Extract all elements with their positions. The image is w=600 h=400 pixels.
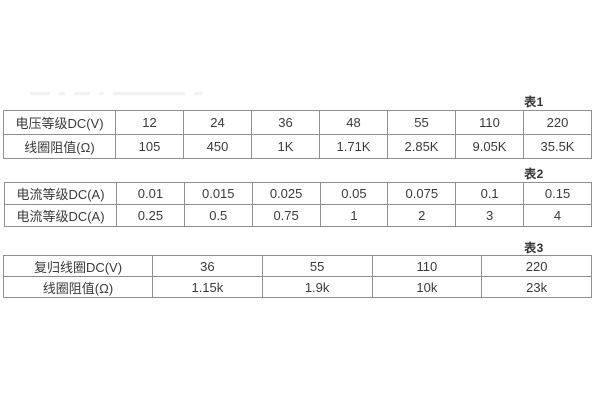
value-cell: 10k [371,276,483,298]
table-row: 复归线圈DC(V) 36 55 110 220 [3,255,592,277]
table2-tag: 表2 [524,167,544,181]
table-row: 电压等级DC(V) 12 24 36 48 55 110 220 [3,110,592,135]
value-cell: 55 [387,110,456,135]
table-row: 线圈阻值(Ω) 1.15k 1.9k 10k 23k [3,276,592,298]
voltage-grade-table: 电压等级DC(V) 12 24 36 48 55 110 220 线圈阻值(Ω)… [3,110,592,159]
value-cell: 0.1 [455,182,525,205]
value-cell: 24 [183,110,252,135]
value-cell: 105 [115,134,184,159]
value-cell: 23k [481,276,592,298]
reset-coil-table: 复归线圈DC(V) 36 55 110 220 线圈阻值(Ω) 1.15k 1.… [3,255,592,298]
value-cell: 2.85K [387,134,456,159]
table3-tag: 表3 [524,241,544,255]
value-cell: 48 [319,110,388,135]
row-label-cell: 电流等级DC(A) [4,182,117,205]
table-row: 电流等级DC(A) 0.01 0.015 0.025 0.05 0.075 0.… [4,182,592,205]
table-row: 线圈阻值(Ω) 105 450 1K 1.71K 2.85K 9.05K 35.… [3,134,592,159]
value-cell: 36 [251,110,320,135]
row-label-cell: 线圈阻值(Ω) [3,276,153,298]
value-cell: 2 [387,204,457,227]
current-grade-table: 电流等级DC(A) 0.01 0.015 0.025 0.05 0.075 0.… [4,182,592,227]
value-cell: 0.15 [523,182,592,205]
value-cell: 110 [455,110,524,135]
value-cell: 4 [523,204,592,227]
value-cell: 110 [371,255,483,277]
value-cell: 35.5K [523,134,592,159]
value-cell: 0.25 [116,204,185,227]
table1-tag: 表1 [524,95,544,109]
value-cell: 220 [481,255,592,277]
value-cell: 9.05K [455,134,524,159]
value-cell: 36 [152,255,263,277]
value-cell: 1.9k [261,276,373,298]
value-cell: 450 [183,134,252,159]
value-cell: 0.015 [183,182,253,205]
value-cell: 0.05 [319,182,389,205]
value-cell: 12 [115,110,184,135]
value-cell: 3 [455,204,525,227]
table-row: 电流等级DC(A) 0.25 0.5 0.75 1 2 3 4 [4,204,592,227]
value-cell: 0.5 [183,204,253,227]
faint-ghost-text [30,90,203,96]
value-cell: 0.025 [251,182,321,205]
value-cell: 0.01 [116,182,185,205]
row-label-cell: 复归线圈DC(V) [3,255,153,277]
row-label-cell: 电流等级DC(A) [4,204,117,227]
value-cell: 55 [261,255,373,277]
row-label-cell: 电压等级DC(V) [3,110,116,135]
row-label-cell: 线圈阻值(Ω) [3,134,116,159]
value-cell: 1K [251,134,320,159]
value-cell: 0.75 [251,204,321,227]
value-cell: 0.075 [387,182,457,205]
value-cell: 1.15k [152,276,263,298]
value-cell: 1 [319,204,389,227]
value-cell: 220 [523,110,592,135]
value-cell: 1.71K [319,134,388,159]
